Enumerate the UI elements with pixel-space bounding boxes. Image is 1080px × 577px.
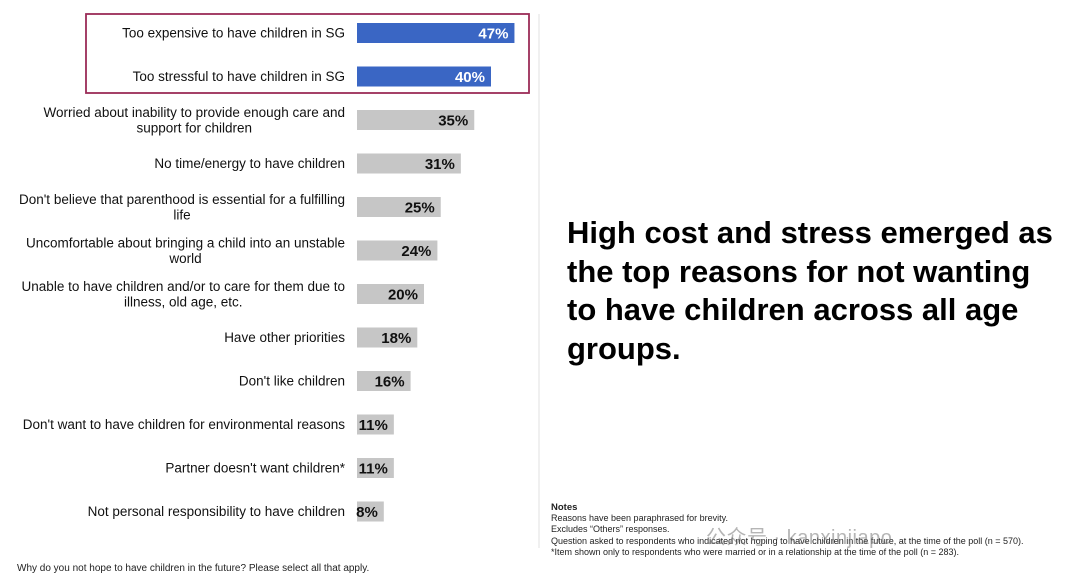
notes: Notes Reasons have been paraphrased for … — [551, 502, 1071, 558]
notes-line: *Item shown only to respondents who were… — [551, 546, 959, 557]
bar — [357, 327, 418, 348]
bar — [357, 284, 424, 304]
category-label: Don't like children — [239, 374, 345, 389]
bar-value-label: 25% — [405, 200, 435, 217]
category-label: support for children — [136, 120, 252, 135]
bar-value-label: 16% — [375, 374, 405, 391]
category-label: Too stressful to have children in SG — [133, 69, 345, 84]
highlight-box — [85, 13, 530, 94]
notes-line: Excludes “Others” responses. — [551, 524, 670, 535]
notes-line: Question asked to respondents who indica… — [551, 535, 1024, 546]
category-label: Too expensive to have children in SG — [122, 26, 345, 41]
category-label: Partner doesn't want children* — [165, 461, 345, 476]
bar-value-label: 24% — [401, 243, 431, 260]
bar — [357, 153, 461, 174]
bar — [357, 371, 411, 391]
bar-chart: 47% Too expensive to have children in SG 4… — [19, 13, 540, 548]
category-label: life — [173, 207, 190, 222]
bar — [357, 23, 515, 43]
bar — [357, 197, 441, 217]
bar — [357, 110, 475, 130]
bar-value-label: 18% — [381, 330, 411, 347]
bar-value-label: 11% — [359, 417, 388, 434]
bar — [357, 458, 394, 478]
notes-line: Reasons have been paraphrased for brevit… — [551, 513, 728, 524]
category-label: Don't believe that parenthood is essenti… — [19, 192, 345, 207]
category-label: Not personal responsibility to have chil… — [88, 504, 345, 519]
bar-value-label: 47% — [478, 26, 508, 43]
bar-value-label: 20% — [388, 287, 418, 304]
headline: High cost and stress emerged as the top … — [567, 215, 1053, 366]
survey-question: Why do you not hope to have children in … — [17, 563, 370, 574]
category-label: Worried about inability to provide enoug… — [44, 105, 345, 120]
notes-title: Notes — [551, 502, 578, 513]
bar-value-label: 11% — [359, 461, 388, 478]
category-label: illness, old age, etc. — [124, 294, 243, 309]
bar-value-label: 31% — [425, 156, 455, 173]
category-label: world — [168, 251, 201, 266]
bar — [357, 414, 394, 435]
bar-value-label: 8% — [356, 504, 378, 521]
category-label: Don't want to have children for environm… — [23, 417, 346, 432]
category-label: Have other priorities — [224, 330, 345, 345]
bar — [357, 66, 491, 87]
bar — [357, 240, 438, 261]
bar-value-label: 40% — [455, 69, 485, 86]
bar-value-label: 35% — [438, 113, 468, 130]
category-label: Unable to have children and/or to care f… — [22, 279, 345, 294]
category-label: No time/energy to have children — [154, 156, 345, 171]
watermark: 公众号 · kanxinjiapo — [706, 527, 893, 549]
bar — [357, 501, 384, 522]
category-label: Uncomfortable about bringing a child int… — [26, 235, 345, 250]
